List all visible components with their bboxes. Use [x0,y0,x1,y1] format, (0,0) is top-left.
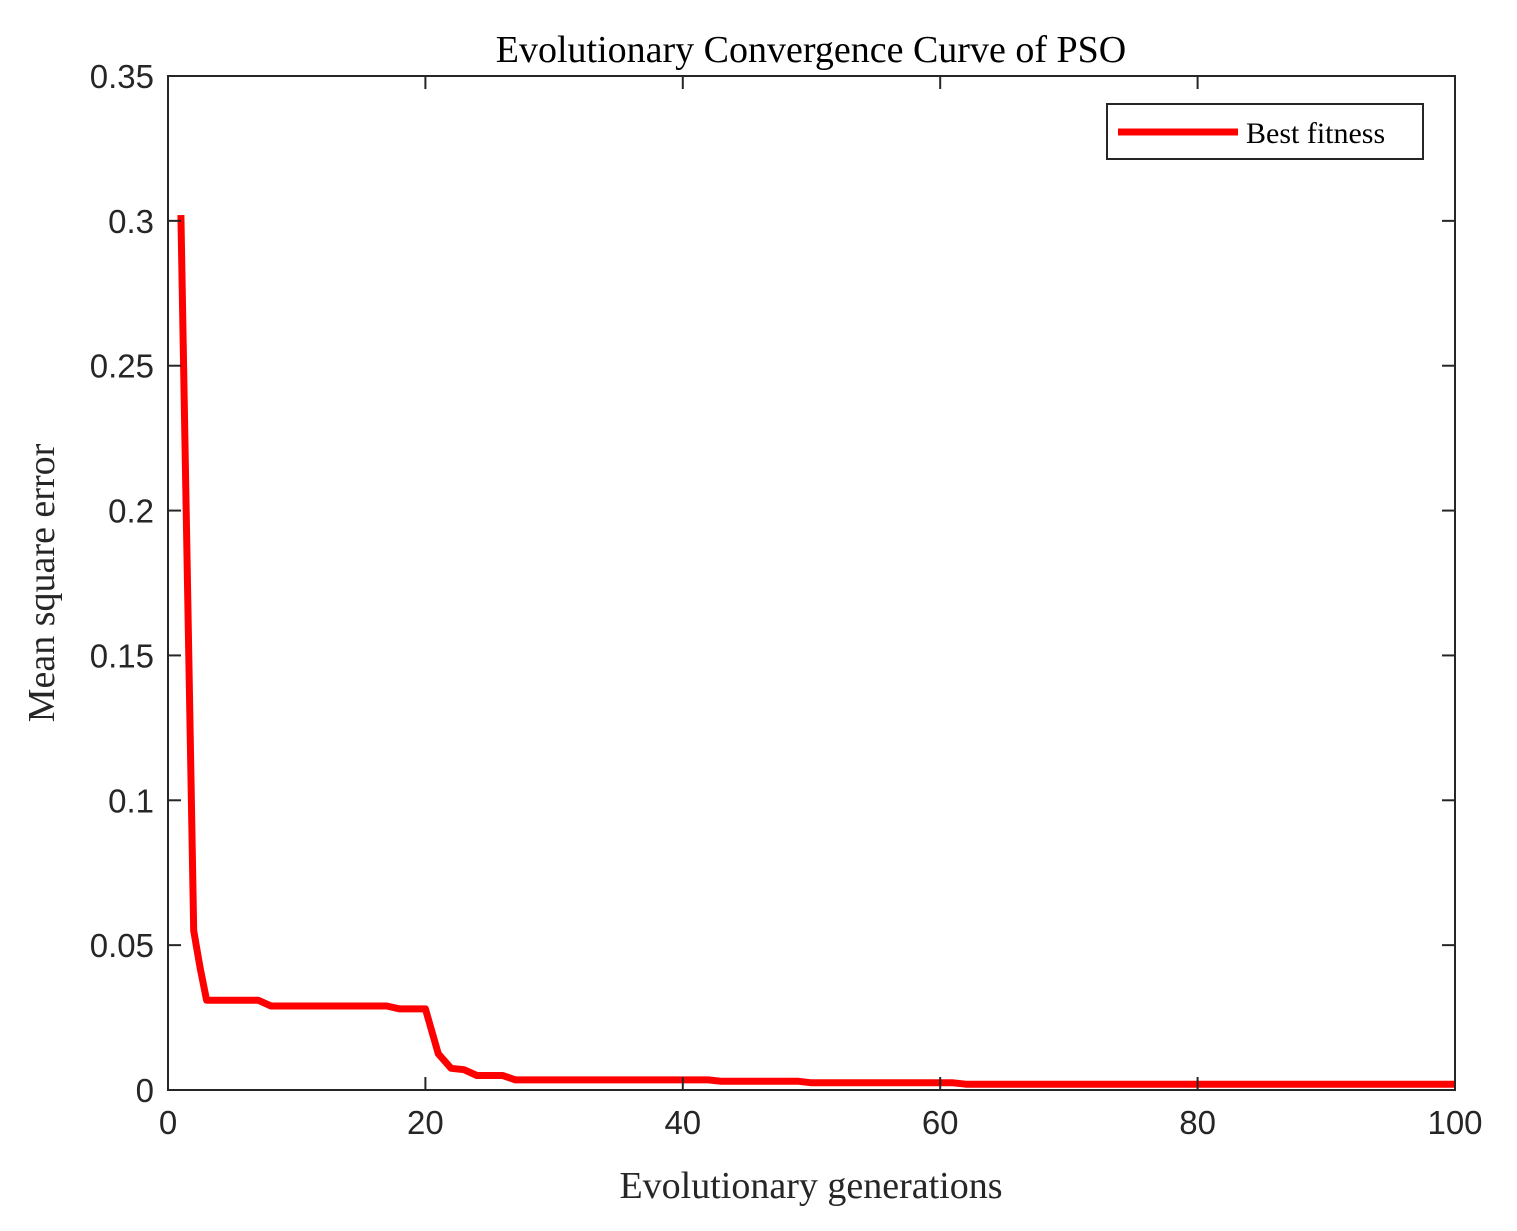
plot-frame [167,75,1456,1091]
y-tick-label: 0.35 [90,58,154,95]
data-layer [177,215,1455,1088]
y-tick-label: 0.15 [90,637,154,674]
x-tick-label: 80 [1179,1104,1216,1141]
y-tick-label: 0 [136,1072,154,1109]
tick-labels: 0 20 40 60 80 100 0 0.05 0.1 0.15 0.2 0.25 0.3 0.35 [90,58,1483,1141]
x-axis-label: Evolutionary generations [619,1165,1002,1207]
x-tick-label: 60 [922,1104,959,1141]
y-tick-label: 0.05 [90,927,154,964]
legend: Best fitness [1106,103,1424,160]
y-tick-label: 0.3 [108,203,154,240]
chart-title: Evolutionary Convergence Curve of PSO [496,29,1126,71]
x-tick-label: 100 [1427,1104,1482,1141]
x-tick-label: 0 [159,1104,177,1141]
series-line-best-fitness [177,215,1455,1088]
y-tick-label: 0.2 [108,493,154,530]
axis-ticks [167,75,1456,1091]
x-tick-label: 40 [664,1104,701,1141]
y-tick-label: 0.1 [108,782,154,819]
legend-label-best-fitness: Best fitness [1246,117,1385,150]
x-tick-label: 20 [407,1104,444,1141]
y-tick-label: 0.25 [90,348,154,385]
y-axis-label: Mean square error [21,443,63,722]
plot-area [168,76,1455,1090]
